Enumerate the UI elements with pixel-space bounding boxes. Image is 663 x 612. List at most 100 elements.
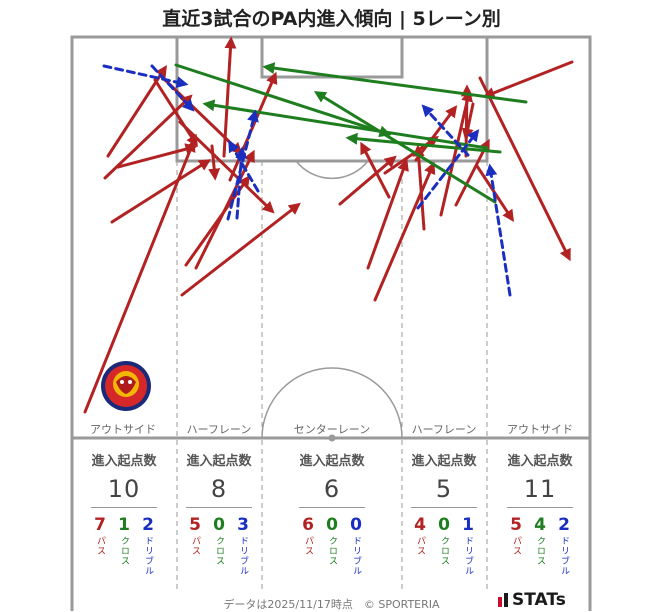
cross-arrow [313,91,497,204]
pass-arrow [373,161,436,302]
pass-arrow [180,202,301,297]
stat-pass: 7 パス [91,515,109,576]
stat-block-left-halfspace: 進入起点数 8 5 パス 0 クロス 3 ドリブル [169,450,269,576]
stat-divider [411,507,477,508]
brand-logo: STATs [498,590,566,610]
stat-dribble-count: 0 [350,515,362,535]
stat-cross-label: クロス [535,536,545,566]
cross-arrow [262,62,528,104]
pass-arrow [482,60,574,99]
lane-label-left-outside: アウトサイド [90,423,156,436]
dribble-arrow [102,64,189,89]
stat-dribble-label: ドリブル [463,536,473,576]
stat-dribble: 2 ドリブル [139,515,157,576]
stat-pass-count: 5 [189,515,201,535]
pass-arrow [478,76,571,262]
stat-cross: 4 クロス [531,515,549,576]
stat-divider [507,507,573,508]
pass-arrow [178,120,275,214]
stat-dribble: 2 ドリブル [555,515,573,576]
stat-block-left-outside: 進入起点数 10 7 パス 1 クロス 2 ドリブル [74,450,174,576]
pass-arrow [360,141,391,199]
center-circle [261,367,403,439]
stat-divider [299,507,365,508]
stat-cross: 0 クロス [435,515,453,576]
stat-total: 11 [523,475,557,503]
lane-label-right-outside: アウトサイド [507,423,573,436]
stat-cross-count: 0 [438,515,450,535]
cross-arrow [345,132,502,154]
stat-pass-count: 6 [302,515,314,535]
dribble-arrow [228,139,260,193]
stat-total: 8 [210,475,228,503]
stat-pass-label: パス [95,536,105,556]
center-spot [328,434,336,442]
stat-cross-label: クロス [119,536,129,566]
stat-block-right-halfspace: 進入起点数 5 4 パス 0 クロス 1 ドリブル [394,450,494,576]
stat-block-right-outside: 進入起点数 11 5 パス 4 クロス 2 ドリブル [490,450,590,576]
stat-dribble-label: ドリブル [143,536,153,576]
stat-pass-label: パス [415,536,425,556]
stat-total: 10 [107,475,141,503]
stat-dribble-count: 1 [462,515,474,535]
stat-dribble-label: ドリブル [559,536,569,576]
stat-pass-count: 5 [510,515,522,535]
pass-arrow [116,143,198,169]
pass-arrow [338,155,397,206]
stat-pass-label: パス [511,536,521,556]
stat-header: 進入起点数 [186,454,252,469]
stat-dribble-count: 2 [142,515,154,535]
stats-mark-icon [498,593,508,607]
stat-dribble: 0 ドリブル [347,515,365,576]
stat-cross-count: 4 [534,515,546,535]
pass-arrow [228,71,278,182]
stat-cross-count: 0 [326,515,338,535]
pass-arrow [83,139,196,414]
stat-pass: 5 パス [186,515,204,576]
stat-cross-label: クロス [214,536,224,566]
stat-pass: 6 パス [299,515,317,576]
stat-dribble-label: ドリブル [238,536,248,576]
stat-header: 進入起点数 [91,454,157,469]
pass-arrow [110,159,212,224]
stat-dribble-count: 2 [558,515,570,535]
chart-title: 直近3試合のPA内進入傾向 | 5レーン別 [162,8,501,30]
dribble-arrow [485,163,512,297]
pitch-lines [70,35,592,611]
stat-cross: 0 クロス [323,515,341,576]
stat-pass: 4 パス [411,515,429,576]
lane-label-right-halfspace: ハーフレーン [411,423,477,436]
stat-pass: 5 パス [507,515,525,576]
stat-pass-label: パス [303,536,313,556]
team-crest-logo [101,361,151,411]
stat-cross: 0 クロス [210,515,228,576]
stat-header: 進入起点数 [299,454,365,469]
pass-arrow [412,144,426,231]
stat-cross-label: クロス [327,536,337,566]
pass-arrow [222,36,237,158]
pass-arrow [439,89,473,217]
stat-block-center: 進入起点数 6 6 パス 0 クロス 0 ドリブル [282,450,382,576]
stat-dribble: 3 ドリブル [234,515,252,576]
stat-divider [91,507,157,508]
stat-total: 5 [435,475,453,503]
stat-divider [186,507,252,508]
lane-label-center: センターレーン [293,423,371,436]
stat-cross-count: 1 [118,515,130,535]
penalty-arc [295,160,369,180]
stat-cross-count: 0 [213,515,225,535]
goal-area [260,35,404,79]
brand-text: STATs [512,590,566,610]
stat-total: 6 [323,475,341,503]
pass-arrow [208,144,221,181]
stat-dribble: 1 ドリブル [459,515,477,576]
footer-note: データは2025/11/17時点 © SPORTERIA [223,598,440,611]
pass-arrow [153,78,198,148]
stat-header: 進入起点数 [507,454,573,469]
stat-dribble-label: ドリブル [351,536,361,576]
stat-dribble-count: 3 [237,515,249,535]
dribble-arrow [150,64,195,112]
pass-arrow [366,158,409,270]
cross-arrow [174,63,392,138]
